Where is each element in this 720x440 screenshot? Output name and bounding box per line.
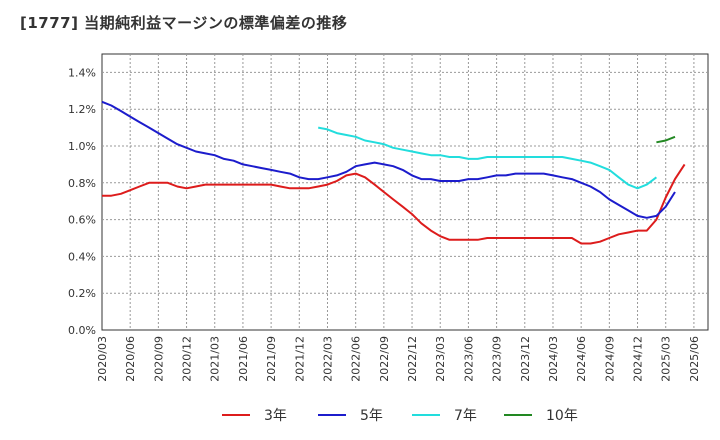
x-tick-label: 2021/12 <box>293 336 306 382</box>
plot-area <box>101 53 709 331</box>
x-tick-label: 2023/09 <box>491 336 504 382</box>
x-tick-label: 2023/12 <box>519 336 532 382</box>
x-tick-label: 2022/12 <box>406 336 419 382</box>
series-lines <box>101 100 686 245</box>
series-line-1 <box>101 100 676 219</box>
x-tick-label: 2023/06 <box>462 336 475 382</box>
y-axis-ticks: 0.0% 0.2% 0.4% 0.6% 0.8% 1.0% 1.2% 1.4% <box>68 66 96 337</box>
x-axis-ticks: 2020/03 2020/06 2020/09 2020/12 2021/03 2021/… <box>96 336 701 382</box>
x-tick-label: 2024/06 <box>575 336 588 382</box>
x-tick-label: 2020/03 <box>96 336 109 382</box>
x-tick-label: 2020/06 <box>124 336 137 382</box>
x-tick-label: 2022/03 <box>321 336 334 382</box>
x-tick-label: 2021/09 <box>265 336 278 382</box>
x-tick-label: 2024/03 <box>547 336 560 382</box>
y-tick-label: 0.0% <box>68 324 96 337</box>
legend-label: 5年 <box>360 408 383 424</box>
legend-label: 3年 <box>264 408 287 424</box>
x-tick-label: 2021/03 <box>209 336 222 382</box>
legend-label: 7年 <box>454 408 477 424</box>
x-tick-label: 2025/06 <box>688 336 701 382</box>
y-tick-label: 1.0% <box>68 140 96 153</box>
y-tick-label: 0.6% <box>68 214 96 227</box>
y-tick-label: 1.4% <box>68 66 96 79</box>
y-tick-label: 0.8% <box>68 177 96 190</box>
x-tick-label: 2020/09 <box>152 336 165 382</box>
chart-title: [1777] 当期純利益マージンの標準偏差の推移 <box>20 14 348 32</box>
series-line-0 <box>102 163 686 245</box>
legend: 3年 5年 7年 10年 <box>222 408 578 424</box>
legend-label: 10年 <box>546 408 578 424</box>
x-tick-label: 2022/09 <box>378 336 391 382</box>
grid-lines <box>102 54 708 330</box>
x-tick-label: 2023/03 <box>434 336 447 382</box>
x-tick-label: 2024/09 <box>603 336 616 382</box>
x-tick-label: 2022/06 <box>350 336 363 382</box>
x-tick-label: 2020/12 <box>181 336 194 382</box>
x-tick-label: 2021/06 <box>237 336 250 382</box>
y-tick-label: 1.2% <box>68 103 96 116</box>
x-tick-label: 2025/03 <box>660 336 673 382</box>
series-line-2 <box>318 126 658 190</box>
series-line-3 <box>656 135 676 144</box>
y-tick-label: 0.4% <box>68 250 96 263</box>
y-tick-label: 0.2% <box>68 287 96 300</box>
x-tick-label: 2024/12 <box>632 336 645 382</box>
